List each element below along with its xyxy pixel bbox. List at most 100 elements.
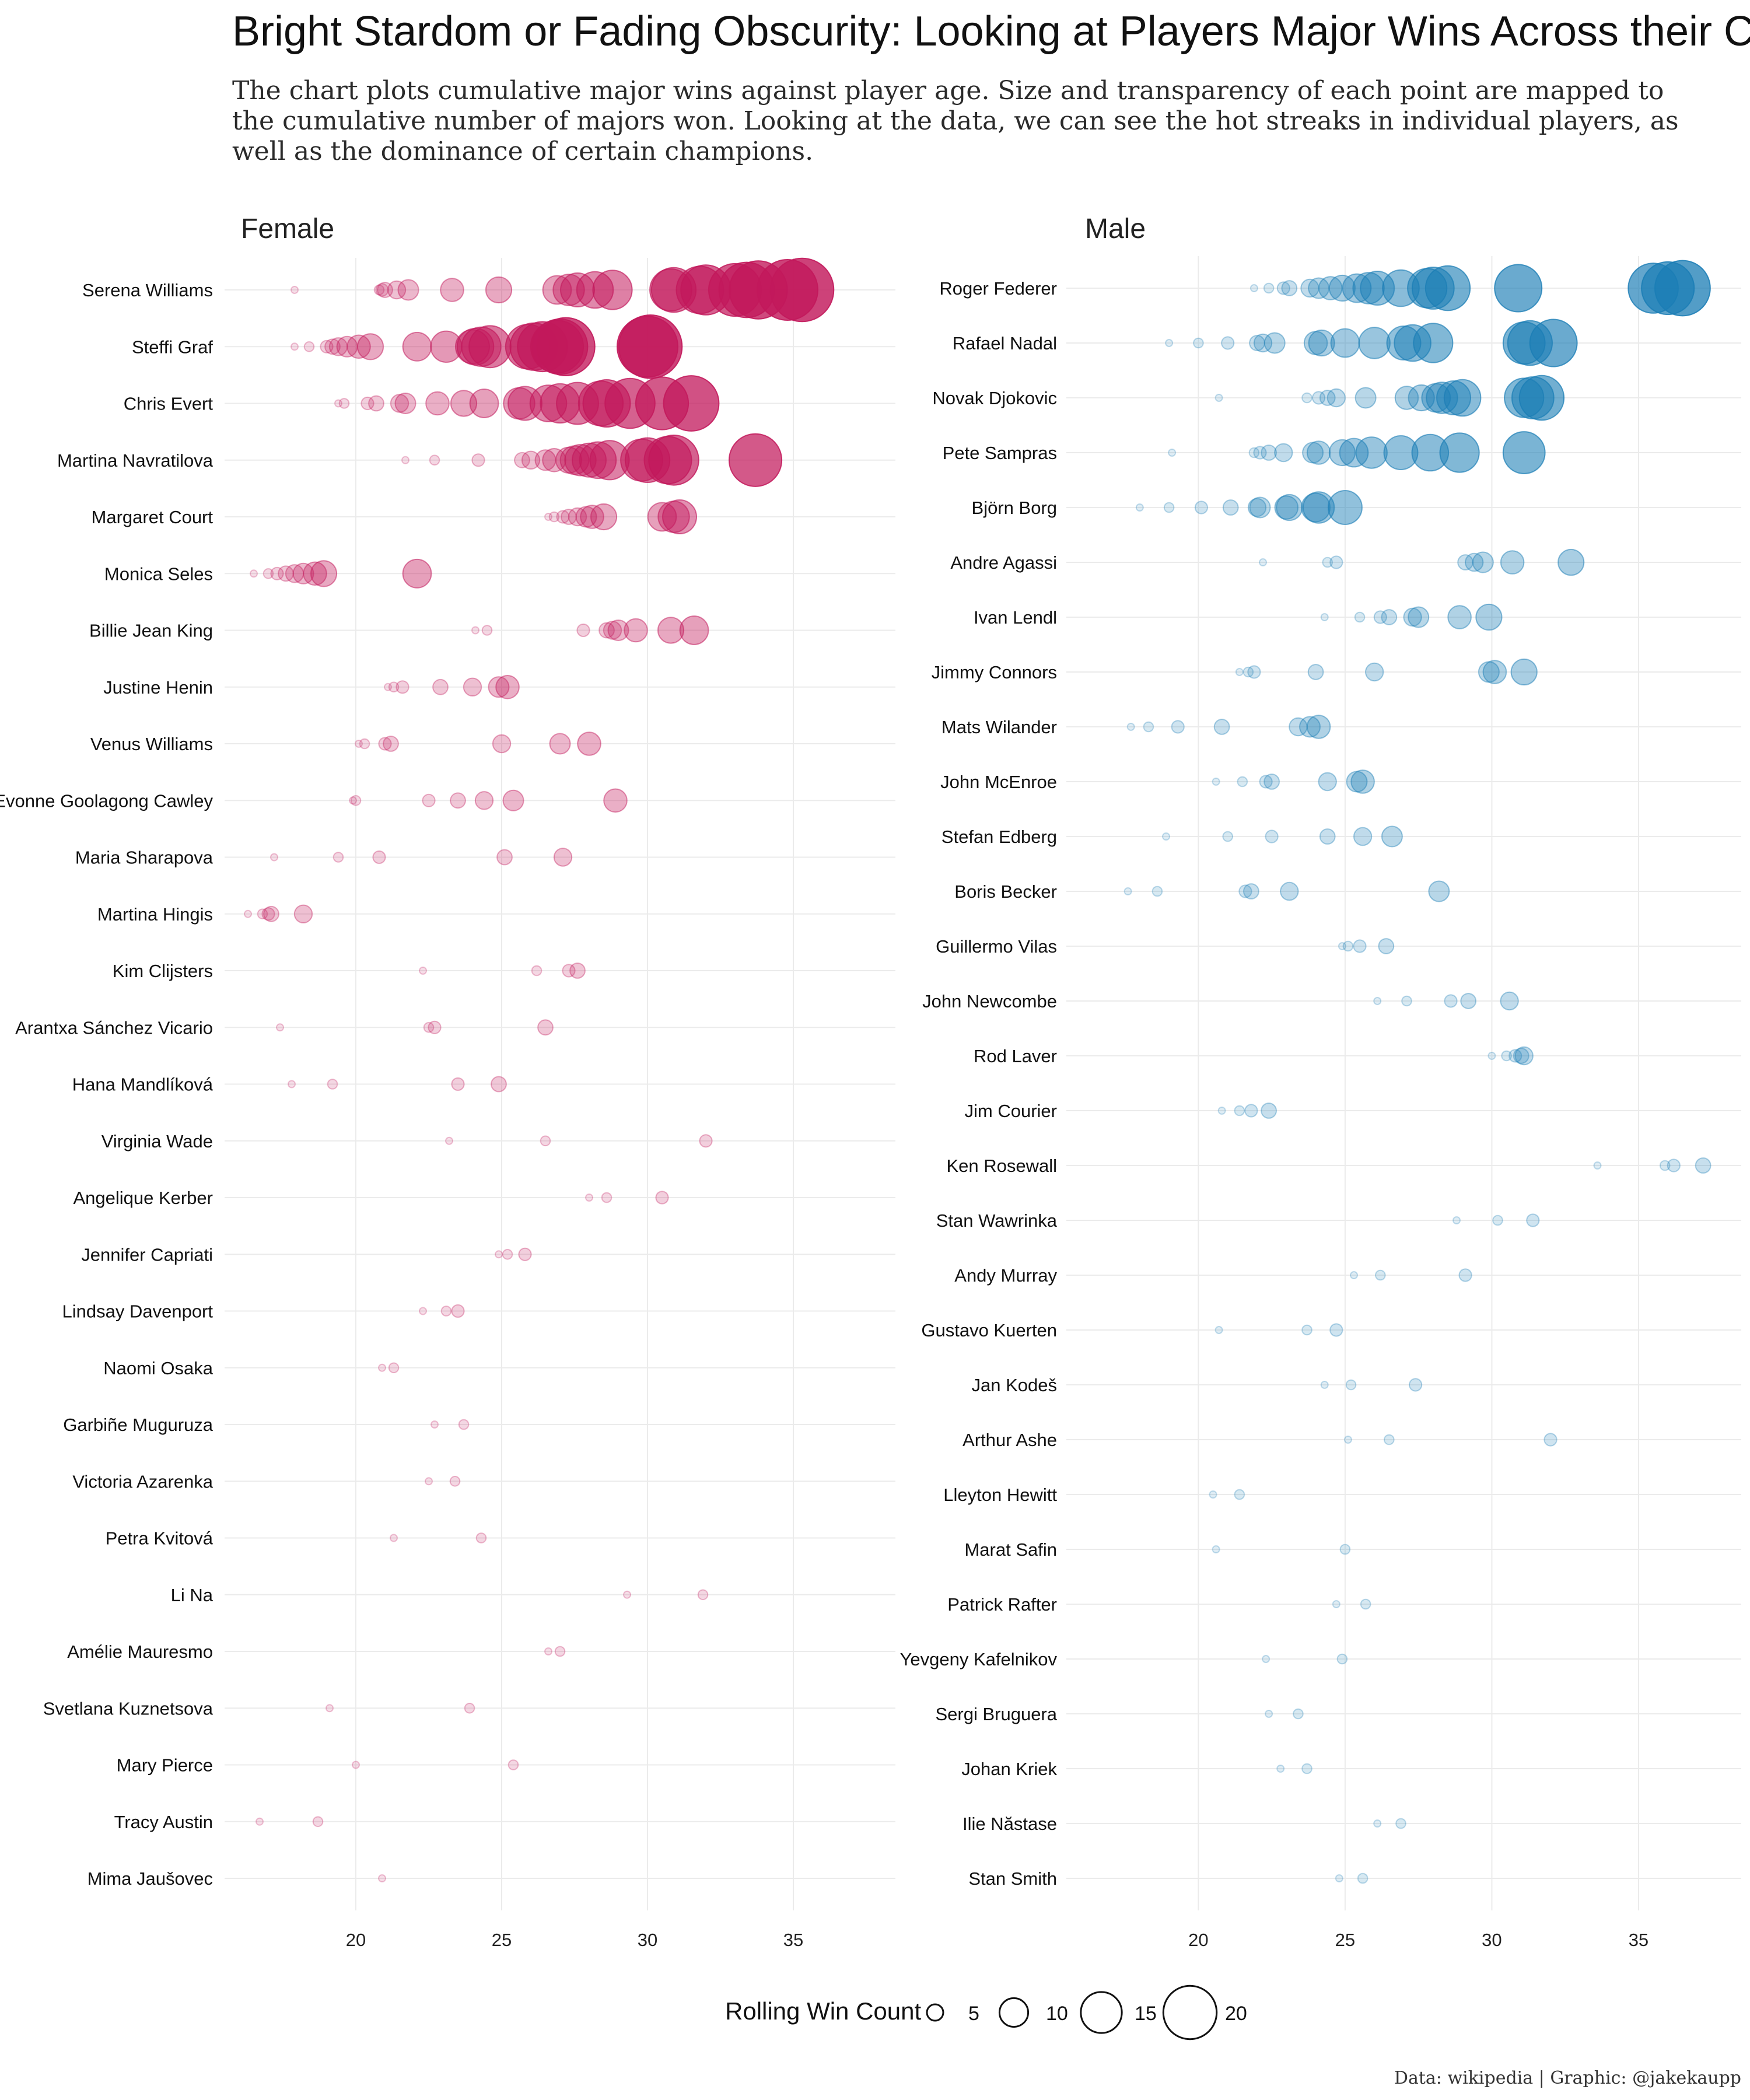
player-points-ken-rosewall (1593, 1157, 1712, 1174)
player-points-kim-clijsters (419, 963, 586, 979)
player-label-roger-federer: Roger Federer (939, 278, 1057, 299)
player-points-stan-smith (1335, 1873, 1368, 1884)
win-point (1243, 883, 1259, 900)
win-point (378, 1363, 386, 1372)
win-point (577, 732, 601, 756)
win-point (1558, 548, 1585, 576)
win-point (1276, 281, 1290, 295)
win-point (450, 792, 466, 809)
win-point (1322, 556, 1333, 568)
player-label-ivan-lendl: Ivan Lendl (974, 607, 1057, 628)
legend-size-label: 10 (1046, 2003, 1068, 2025)
player-label-garbine-muguruza: Garbiñe Muguruza (63, 1415, 214, 1435)
win-point (387, 280, 407, 300)
player-label-ilie-nastase: Ilie Năstase (963, 1814, 1057, 1834)
player-points-andy-murray (1350, 1268, 1472, 1282)
player-label-pete-sampras: Pete Sampras (943, 443, 1057, 463)
player-label-martina-navratilova: Martina Navratilova (57, 450, 214, 471)
legend-size-label: 20 (1225, 2003, 1247, 2025)
player-points-andre-agassi (1259, 548, 1585, 576)
win-point (1338, 942, 1346, 950)
win-point (1301, 392, 1312, 404)
win-point (1472, 551, 1494, 573)
player-label-mima-jausovec: Mima Jaušovec (88, 1868, 213, 1889)
win-point (1222, 831, 1233, 842)
win-point (262, 568, 274, 579)
win-point (1264, 774, 1280, 790)
win-point (430, 1420, 439, 1429)
win-point (1395, 1818, 1406, 1829)
win-point (1335, 1874, 1343, 1882)
win-point (1424, 265, 1471, 312)
legend-size-circle (1162, 1985, 1218, 2041)
win-point (1327, 490, 1363, 525)
win-point (451, 1077, 465, 1091)
player-label-margaret-court: Margaret Court (92, 507, 214, 527)
win-point (1193, 337, 1204, 349)
win-point (1452, 1216, 1461, 1224)
win-point (471, 453, 485, 467)
x-tick-label: 25 (1335, 1930, 1355, 1950)
win-point (679, 615, 709, 645)
player-points-lleyton-hewitt (1209, 1489, 1245, 1500)
win-point (536, 317, 596, 376)
win-point (1544, 1433, 1558, 1447)
win-point (1261, 444, 1278, 461)
win-point (1280, 881, 1299, 901)
chart-caption: Data: wikipedia | Graphic: @jakekaupp (1394, 2068, 1741, 2088)
player-points-martina-hingis (244, 904, 313, 924)
win-point (372, 850, 386, 864)
win-point (1339, 438, 1369, 468)
win-point (485, 276, 513, 304)
win-point (390, 1534, 398, 1542)
player-label-bjorn-borg: Björn Borg (972, 498, 1057, 518)
player-label-serena-williams: Serena Williams (82, 280, 213, 300)
win-point (1301, 1324, 1312, 1336)
win-point (334, 399, 342, 408)
legend-size-circle (1080, 1991, 1123, 2034)
win-point (278, 565, 294, 582)
win-point (440, 278, 464, 302)
win-point (1408, 606, 1430, 628)
win-point (1529, 318, 1578, 368)
male-panel: Male 20 25 30 35 Roger Federer Rafael Nadal Nov… (900, 214, 1741, 1950)
win-point (623, 1590, 631, 1599)
win-point (1194, 501, 1208, 514)
win-point (402, 331, 432, 362)
win-point (1373, 610, 1387, 624)
win-point (569, 963, 586, 979)
win-point (1326, 388, 1346, 408)
win-point (663, 375, 720, 432)
player-label-steffi-graf: Steffi Graf (132, 337, 213, 357)
win-point (576, 623, 590, 638)
win-point (1302, 491, 1335, 524)
win-point (1428, 880, 1450, 902)
win-point (336, 335, 358, 358)
player-label-kim-clijsters: Kim Clijsters (113, 961, 213, 981)
win-point (378, 1874, 386, 1882)
win-point (377, 282, 393, 298)
win-point (425, 391, 450, 416)
chart-title: Bright Stardom or Fading Obscurity: Look… (232, 8, 1750, 55)
win-point (1212, 778, 1220, 786)
win-point (349, 796, 357, 805)
player-points-amelie-mauresmo (544, 1646, 566, 1657)
win-point (1209, 1490, 1217, 1499)
win-point (428, 1020, 442, 1034)
win-point (425, 1477, 433, 1486)
x-tick-label: 30 (638, 1930, 657, 1950)
win-point (250, 569, 258, 578)
win-point (338, 398, 350, 409)
legend-size-label: 5 (968, 2003, 979, 2025)
player-points-martina-navratilova (401, 433, 783, 487)
win-point (1439, 432, 1480, 473)
player-points-rafael-nadal (1165, 318, 1578, 368)
win-point (388, 1362, 400, 1374)
player-label-tracy-austin: Tracy Austin (114, 1812, 213, 1832)
player-label-jennifer-capriati: Jennifer Capriati (81, 1244, 213, 1265)
player-label-naomi-osaka: Naomi Osaka (103, 1358, 214, 1378)
player-label-svetlana-kuznetsova: Svetlana Kuznetsova (43, 1698, 214, 1718)
win-point (1593, 1161, 1602, 1170)
win-point (601, 1192, 612, 1203)
